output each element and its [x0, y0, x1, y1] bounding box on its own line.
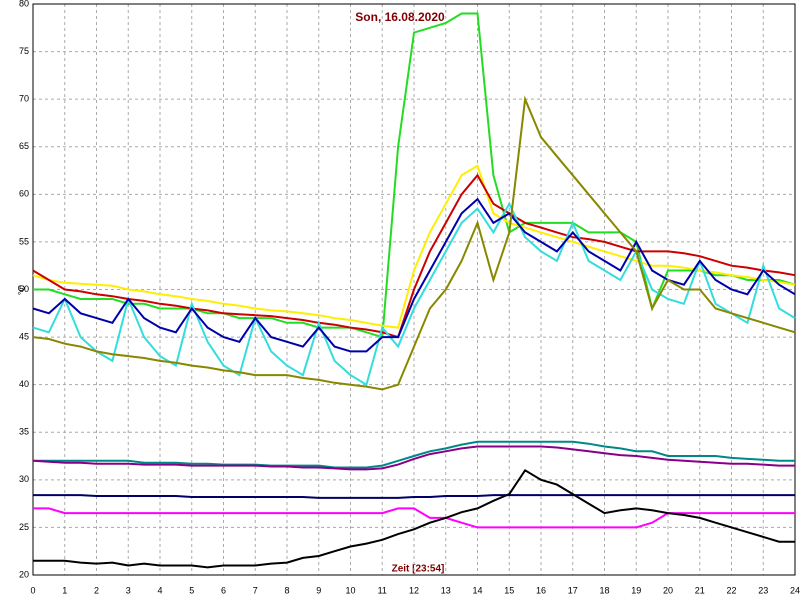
y-tick-label: 75 — [19, 46, 29, 56]
series-line — [32, 164, 796, 329]
series-line — [32, 95, 796, 391]
x-tick-label: 16 — [536, 585, 546, 595]
x-tick-label: 18 — [599, 585, 609, 595]
x-tick-label: 21 — [695, 585, 705, 595]
x-tick-label: 17 — [568, 585, 578, 595]
x-tick-label: 3 — [126, 585, 131, 595]
y-tick-label: 65 — [19, 141, 29, 151]
series-line — [32, 445, 795, 471]
x-axis-label: Zeit [23:54] — [392, 564, 445, 575]
x-tick-label: 23 — [758, 585, 768, 595]
y-tick-label: 80 — [19, 0, 29, 8]
series-line — [33, 494, 795, 499]
x-tick-label: 4 — [157, 585, 162, 595]
x-tick-label: 0 — [30, 585, 35, 595]
y-tick-label: 60 — [19, 189, 29, 199]
x-tick-label: 24 — [790, 585, 800, 595]
y-tick-label: 35 — [19, 427, 29, 437]
y-tick-label: 50 — [19, 284, 29, 294]
x-tick-label: 14 — [472, 585, 482, 595]
y-tick-label: 30 — [19, 474, 29, 484]
series-line — [32, 173, 796, 339]
x-tick-label: 20 — [663, 585, 673, 595]
x-tick-label: 15 — [504, 585, 514, 595]
x-tick-label: 2 — [94, 585, 99, 595]
x-tick-label: 12 — [409, 585, 419, 595]
x-tick-label: 6 — [221, 585, 226, 595]
x-tick-label: 22 — [726, 585, 736, 595]
y-tick-label: 40 — [19, 379, 29, 389]
x-tick-label: 9 — [316, 585, 321, 595]
y-tick-label: 20 — [19, 569, 29, 579]
x-tick-label: 1 — [62, 585, 67, 595]
series-line — [33, 468, 795, 569]
y-axis-label: °C — [16, 284, 26, 295]
y-tick-label: 70 — [19, 94, 29, 104]
x-tick-label: 8 — [284, 585, 289, 595]
y-tick-label: 25 — [19, 522, 29, 532]
x-tick-label: 10 — [345, 585, 355, 595]
series-line — [33, 440, 795, 469]
y-tick-label: 45 — [19, 331, 29, 341]
x-tick-label: 13 — [441, 585, 451, 595]
x-tick-label: 5 — [189, 585, 194, 595]
y-tick-label: 55 — [19, 236, 29, 246]
series-line — [32, 201, 796, 387]
chart-title: Son, 16.08.2020 — [355, 10, 445, 24]
x-tick-label: 19 — [631, 585, 641, 595]
x-tick-label: 7 — [253, 585, 258, 595]
x-tick-label: 11 — [378, 585, 387, 595]
series-line — [33, 12, 796, 339]
